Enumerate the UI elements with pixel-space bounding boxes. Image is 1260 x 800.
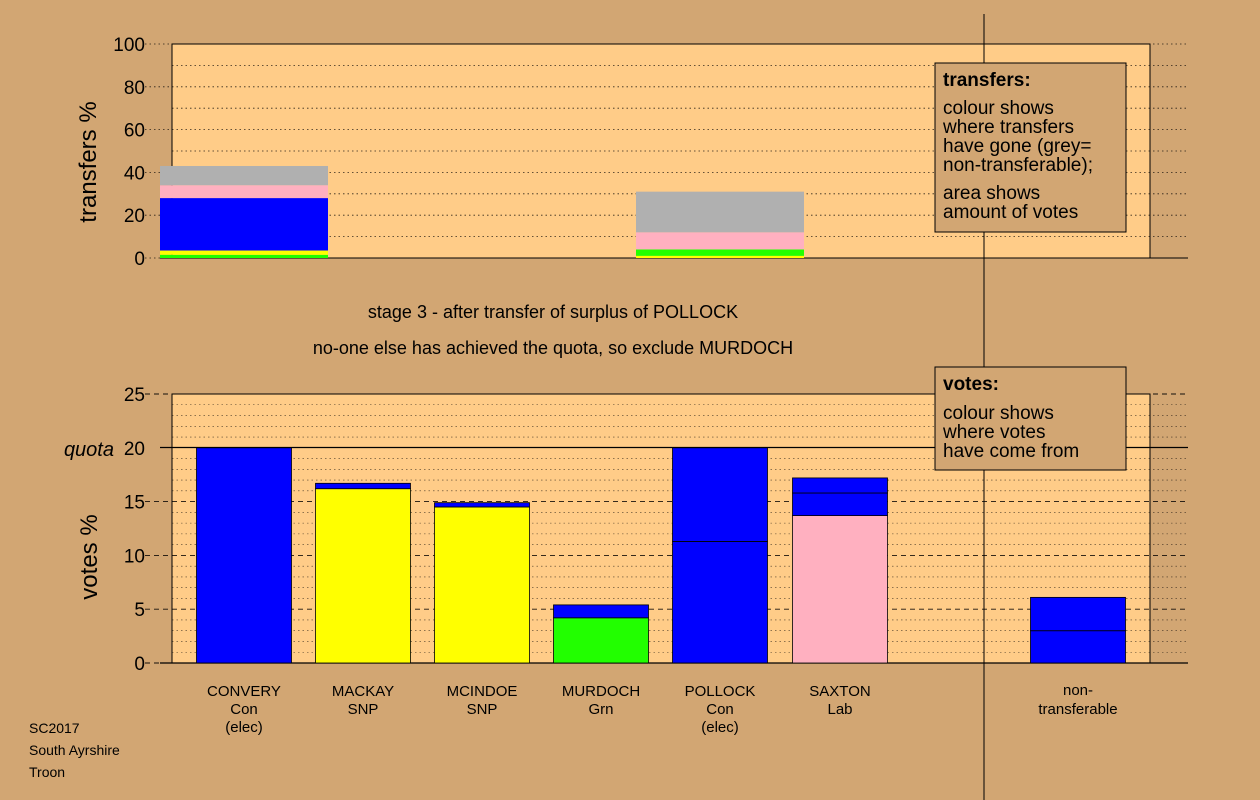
- vote-segment-snp: [434, 506, 530, 664]
- footer-election: SC2017: [29, 720, 80, 736]
- stage-description: stage 3 - after transfer of surplus of P…: [368, 302, 738, 322]
- nontransferable-bar: [1030, 596, 1126, 664]
- votes-y-tick: 25: [124, 385, 145, 406]
- vote-bars: [196, 447, 1126, 664]
- vote-segment-grn: [553, 617, 649, 664]
- vote-segment-con: [672, 447, 768, 542]
- vote-segment-snp: [315, 488, 411, 664]
- candidate-party: SNP: [467, 701, 498, 718]
- candidate-party: Lab: [827, 701, 852, 718]
- transfer-segment-nontransferable: [636, 191, 804, 233]
- transfers-legend-line: have gone (grey=: [943, 136, 1091, 157]
- votes-y-tick: 5: [134, 600, 145, 621]
- votes-y-tick: 0: [134, 654, 145, 675]
- votes-legend-line: where votes: [942, 422, 1045, 443]
- transfer-bar: [160, 165, 328, 258]
- candidate-labels: CONVERYCon(elec)MACKAYSNPMCINDOESNPMURDO…: [207, 682, 1118, 736]
- transfers-y-tick: 40: [124, 163, 145, 184]
- candidate-name: MACKAY: [332, 683, 394, 700]
- vote-bar: [792, 477, 888, 664]
- nontransferable-label: transferable: [1038, 701, 1117, 718]
- transfer-segment-lab: [636, 232, 804, 250]
- candidate-name: SAXTON: [809, 683, 870, 700]
- transfers-legend-line: colour shows: [943, 98, 1054, 119]
- footer-ward: Troon: [29, 764, 65, 780]
- candidate-note: (elec): [701, 719, 739, 736]
- vote-segment-con: [196, 447, 292, 664]
- transfers-legend-title: transfers:: [943, 70, 1031, 91]
- transfer-segment-snp: [160, 250, 328, 255]
- votes-y-tick: 15: [124, 493, 145, 514]
- transfer-segment-snp: [636, 255, 804, 258]
- candidate-party: Con: [230, 701, 258, 718]
- transfer-segment-grn: [160, 254, 328, 258]
- candidate-party: Con: [706, 701, 734, 718]
- vote-segment-con: [792, 477, 888, 494]
- transfer-bar: [636, 191, 804, 258]
- vote-bar: [196, 447, 292, 664]
- transfers-y-tick: 60: [124, 121, 145, 142]
- transfers-y-tick: 80: [124, 78, 145, 99]
- transfer-segment-nontransferable: [160, 165, 328, 186]
- vote-segment-con: [315, 482, 411, 490]
- candidate-name: CONVERY: [207, 683, 281, 700]
- vote-segment-con: [1030, 596, 1126, 632]
- candidate-party: Grn: [588, 701, 613, 718]
- footer-council: South Ayrshire: [29, 742, 120, 758]
- votes-legend-line: have come from: [943, 441, 1079, 462]
- transfers-y-ticks: 0 20 40 60 80 100: [113, 35, 1188, 270]
- vote-segment-lab: [792, 515, 888, 664]
- candidate-party: SNP: [348, 701, 379, 718]
- vote-segment-con: [672, 541, 768, 664]
- votes-legend-title: votes:: [943, 374, 999, 395]
- transfer-bars: [160, 165, 804, 258]
- votes-y-tick: 10: [124, 546, 145, 567]
- transfer-segment-grn: [636, 249, 804, 256]
- transfers-legend-line: where transfers: [942, 117, 1074, 138]
- transfers-y-tick: 20: [124, 206, 145, 227]
- transfers-legend-line: non-transferable);: [943, 155, 1093, 176]
- vote-segment-con: [434, 502, 530, 508]
- candidate-name: POLLOCK: [685, 683, 756, 700]
- vote-segment-con: [792, 492, 888, 516]
- transfers-legend-line: area shows: [943, 183, 1040, 204]
- vote-bar: [553, 604, 649, 664]
- candidate-note: (elec): [225, 719, 263, 736]
- nontransferable-label: non-: [1063, 682, 1093, 699]
- vote-bar: [434, 502, 530, 664]
- quota-label: quota: [64, 439, 114, 461]
- votes-legend-line: colour shows: [943, 403, 1054, 424]
- stage-action: no-one else has achieved the quota, so e…: [313, 338, 793, 358]
- votes-y-tick: 20: [124, 439, 145, 460]
- transfers-y-tick: 0: [134, 249, 145, 270]
- vote-bar: [315, 482, 411, 664]
- transfer-segment-con: [160, 198, 328, 251]
- vote-segment-con: [553, 604, 649, 619]
- transfers-legend-line: amount of votes: [943, 202, 1078, 223]
- transfers-legend-box: transfers: colour shows where transfers …: [934, 62, 1127, 233]
- votes-y-label: votes %: [76, 514, 103, 599]
- transfers-y-tick: 100: [113, 35, 145, 56]
- vote-segment-con: [1030, 630, 1126, 664]
- vote-bar: [672, 447, 768, 664]
- candidate-name: MCINDOE: [447, 683, 518, 700]
- votes-legend-box: votes: colour shows where votes have com…: [934, 366, 1127, 471]
- candidate-name: MURDOCH: [562, 683, 640, 700]
- transfer-segment-lab: [160, 185, 328, 199]
- transfers-y-label: transfers %: [75, 101, 102, 222]
